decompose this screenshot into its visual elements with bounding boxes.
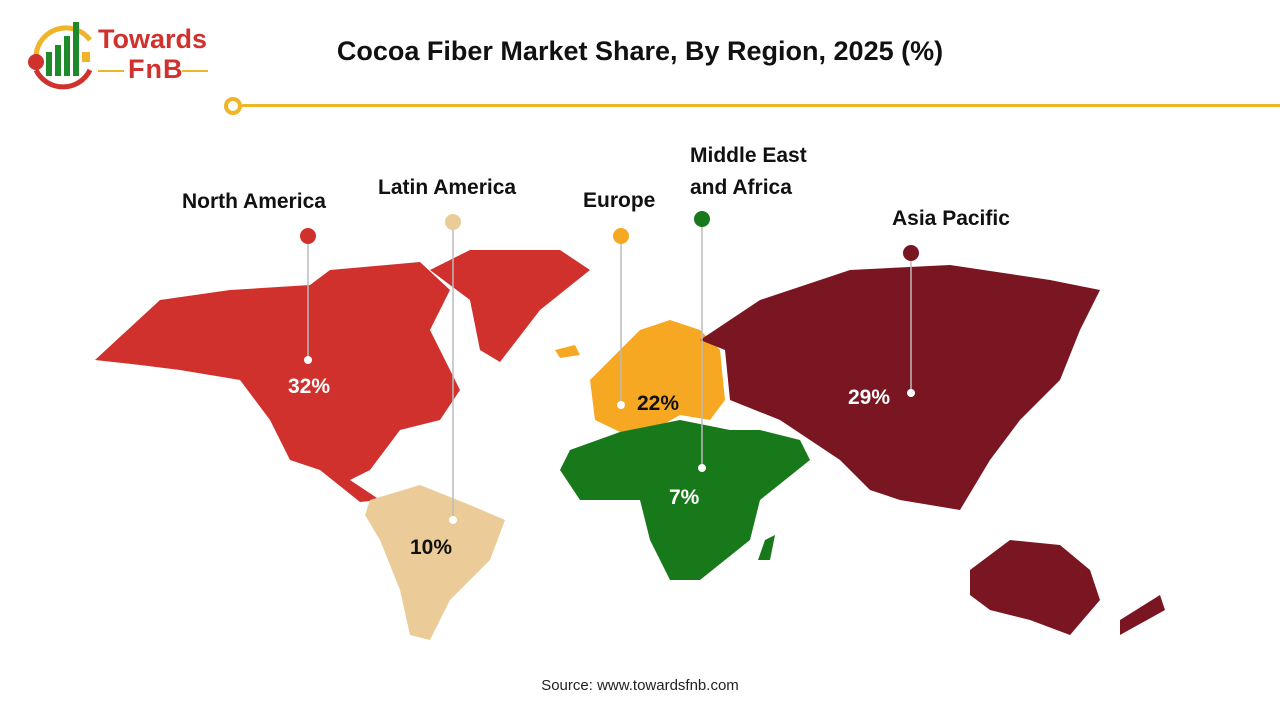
logo-dash <box>98 70 124 72</box>
marker-europe <box>613 228 629 244</box>
region-australia <box>970 540 1100 635</box>
region-madagascar <box>758 535 775 560</box>
chart-title: Cocoa Fiber Market Share, By Region, 202… <box>336 36 944 66</box>
source-note: Source: www.towardsfnb.com <box>541 677 739 694</box>
logo-text: Towards <box>98 24 208 54</box>
title-rule <box>242 104 1280 107</box>
label-north-america: North America <box>182 190 326 213</box>
logo-dash <box>182 70 208 72</box>
value-asia-pacific: 29% <box>848 386 891 409</box>
label-europe: Europe <box>583 189 656 212</box>
value-europe: 22% <box>637 392 680 415</box>
label-asia-pacific: Asia Pacific <box>892 207 1010 230</box>
logo-text-fnb: FnB <box>128 54 184 84</box>
rule-ring <box>224 97 242 115</box>
value-mea: 7% <box>669 486 700 509</box>
marker-north-america <box>300 228 316 244</box>
label-mea: Middle East and Africa <box>690 144 807 199</box>
marker-mea <box>694 211 710 227</box>
region-greenland <box>430 250 590 362</box>
logo-icon <box>28 22 93 90</box>
region-middle-east-africa[interactable] <box>560 420 810 580</box>
region-north-america[interactable] <box>95 262 460 502</box>
value-north-america: 32% <box>288 375 331 398</box>
marker-latin-america <box>445 214 461 230</box>
value-latin-america: 10% <box>410 536 453 559</box>
region-latin-america[interactable] <box>365 485 505 640</box>
marker-asia-pacific <box>903 245 919 261</box>
label-latin-america: Latin America <box>378 176 517 199</box>
region-new-zealand <box>1120 595 1165 635</box>
region-markers <box>300 211 919 524</box>
region-asia-pacific[interactable] <box>700 265 1100 510</box>
region-iceland <box>555 345 580 358</box>
